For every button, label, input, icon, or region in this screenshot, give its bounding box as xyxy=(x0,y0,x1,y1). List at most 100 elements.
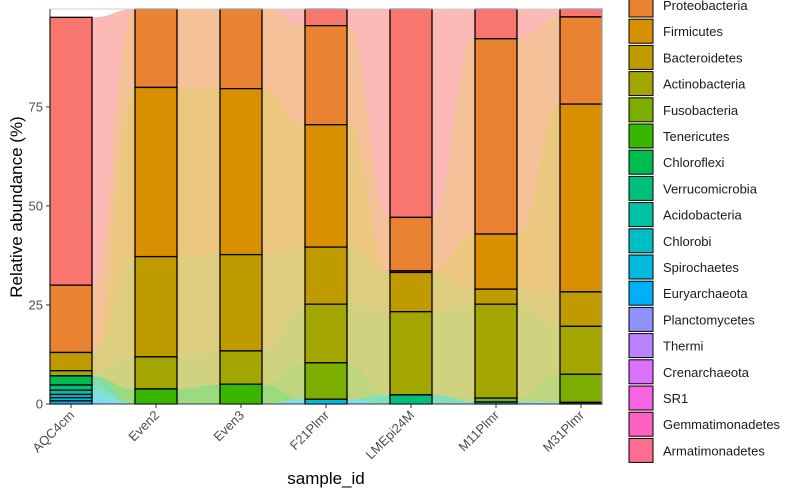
alluvial-flows xyxy=(92,9,560,404)
flow-firmicutes xyxy=(177,87,220,257)
flow-proteobacteria xyxy=(432,38,475,271)
bar-segment-bacteroidetes xyxy=(559,291,603,327)
legend-key-chloroflexi xyxy=(628,149,654,175)
bar-segment-bacteroidetes xyxy=(134,255,178,358)
bar-segment-unlabeled xyxy=(304,8,348,27)
bar-segment-actinobacteria xyxy=(219,350,263,385)
bars xyxy=(49,8,603,405)
flow-actinobacteria xyxy=(177,350,220,389)
flow-fusobacteria xyxy=(347,362,390,400)
bar-segment-verrucomicrobia xyxy=(389,394,433,405)
x-axis-title: sample_id xyxy=(287,469,365,488)
flow-fusobacteria xyxy=(262,362,305,400)
legend-key-acidobacteria xyxy=(628,202,654,228)
legend-label: Bacteroidetes xyxy=(663,50,743,65)
flow-chloroflexi xyxy=(92,375,135,404)
x-tick-label: Even3 xyxy=(210,408,247,445)
flow-bacteroidetes xyxy=(432,272,475,312)
legend-label: Crenarchaeota xyxy=(663,365,750,380)
flow-bacteroidetes xyxy=(177,254,220,357)
bar-segment-verrucomicrobia xyxy=(49,384,93,391)
bar-segment-tenericutes xyxy=(134,388,178,405)
legend-label: Verrucomicrobia xyxy=(663,181,758,196)
flow-proteobacteria xyxy=(347,25,390,271)
legend-key-armatimonadetes xyxy=(628,437,654,463)
legend-label: Spirochaetes xyxy=(663,260,739,275)
flow-fusobacteria xyxy=(517,374,560,403)
flow-firmicutes xyxy=(347,124,390,273)
x-tick-label: LMEpi24M xyxy=(363,408,418,463)
bar-segment-proteobacteria xyxy=(49,284,93,354)
legend-key-thermi xyxy=(628,333,654,359)
legend-label: Tenericutes xyxy=(663,129,730,144)
legend-key-gemmatimonadetes xyxy=(628,411,654,437)
legend-label: Firmicutes xyxy=(663,24,723,39)
legend-label: Acidobacteria xyxy=(663,208,743,223)
legend-key-bacteroidetes xyxy=(628,44,654,70)
flow-spirochaetes xyxy=(347,399,390,404)
bar-segment-actinobacteria xyxy=(49,370,93,377)
flow-verrucomicrobia xyxy=(347,394,390,404)
legend-label: Proteobacteria xyxy=(663,0,748,13)
bar-segment-bacteroidetes xyxy=(304,246,348,305)
bar-segment-proteobacteria xyxy=(219,8,263,90)
y-tick-label: 50 xyxy=(29,198,43,213)
bar-segment-bacteroidetes xyxy=(49,351,93,372)
flow-verrucomicrobia xyxy=(92,384,135,404)
legend-label: Planctomycetes xyxy=(663,312,755,327)
legend-label: Chloroflexi xyxy=(663,155,725,170)
flow-proteobacteria xyxy=(92,9,135,353)
x-tick-label: M11Plmr xyxy=(455,407,502,454)
legend-key-firmicutes xyxy=(628,18,654,44)
legend-label: Armatimonadetes xyxy=(663,443,765,458)
bar-segment-actinobacteria xyxy=(304,303,348,364)
bar-segment-actinobacteria xyxy=(389,311,433,396)
legend-key-verrucomicrobia xyxy=(628,175,654,201)
legend: Proteobacteria Firmicutes Bacteroidetes Act… xyxy=(628,0,781,463)
flow-spirochaetes xyxy=(92,397,135,404)
legend-key-crenarchaeota xyxy=(628,359,654,385)
legend-label: Gemmatimonadetes xyxy=(663,417,781,432)
bar-segment-actinobacteria xyxy=(134,356,178,390)
bar-segment-tenericutes xyxy=(219,383,263,405)
flow-actinobacteria xyxy=(92,356,135,389)
flow-verrucomicrobia xyxy=(432,394,475,404)
bar-segment-firmicutes xyxy=(219,87,263,256)
flow-firmicutes xyxy=(262,88,305,255)
legend-label: SR1 xyxy=(663,391,688,406)
bar-segment-firmicutes xyxy=(134,86,178,258)
flow-chlorobi xyxy=(92,394,135,404)
flow-actinobacteria xyxy=(347,304,390,395)
flow-actinobacteria xyxy=(262,304,305,385)
flow-tenericutes xyxy=(262,384,305,404)
x-tick-label: F21Plmr xyxy=(287,407,333,453)
bar-segment-unlabeled xyxy=(559,8,603,18)
flow-spirochaetes xyxy=(262,399,305,404)
flow-unlabeled xyxy=(347,9,390,218)
flow-unlabeled xyxy=(517,9,560,39)
legend-key-tenericutes xyxy=(628,123,654,149)
y-tick-label: 25 xyxy=(29,297,43,312)
legend-key-planctomycetes xyxy=(628,306,654,332)
bar-segment-firmicutes xyxy=(559,103,603,293)
flow-euryarchaeota xyxy=(92,400,135,404)
flow-bacteroidetes xyxy=(262,247,305,351)
bar-segment-actinobacteria xyxy=(474,303,518,399)
x-tick-label: M31Plmr xyxy=(540,407,588,455)
legend-label: Chlorobi xyxy=(663,234,712,249)
flow-bacteroidetes xyxy=(517,289,560,327)
flow-acidobacteria xyxy=(92,390,135,404)
legend-label: Actinobacteria xyxy=(663,77,746,92)
flow-tenericutes xyxy=(177,384,220,404)
legend-key-actinobacteria xyxy=(628,71,654,97)
flow-proteobacteria xyxy=(262,9,305,125)
bar-segment-unlabeled xyxy=(389,8,433,219)
legend-key-sr1 xyxy=(628,385,654,411)
legend-key-fusobacteria xyxy=(628,97,654,123)
legend-key-euryarchaeota xyxy=(628,280,654,306)
legend-label: Fusobacteria xyxy=(663,103,739,118)
bar-segment-bacteroidetes xyxy=(474,288,518,305)
bar-segment-firmicutes xyxy=(474,233,518,290)
flow-firmicutes xyxy=(517,104,560,292)
